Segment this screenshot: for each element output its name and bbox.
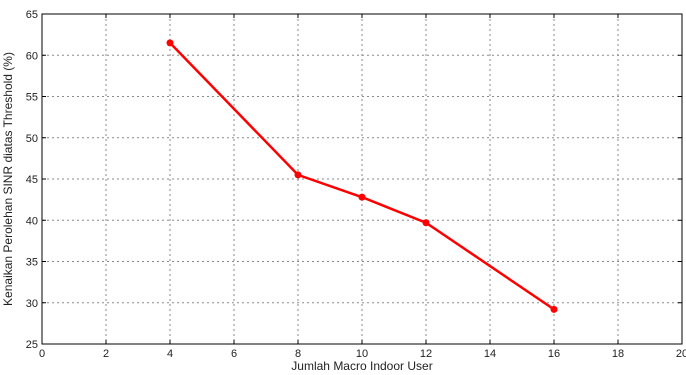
grid-lines	[42, 14, 682, 344]
data-point	[550, 305, 558, 313]
x-tick-label: 6	[231, 348, 237, 360]
x-tick-label: 2	[103, 348, 109, 360]
y-axis-label: Kenaikan Perolehan SINR diatas Threshold…	[1, 52, 15, 306]
x-tick-label: 18	[612, 348, 624, 360]
data-point	[422, 219, 430, 227]
x-tick-label: 16	[548, 348, 560, 360]
y-tick-label: 60	[26, 50, 38, 62]
y-tick-label: 30	[26, 298, 38, 310]
x-tick-label: 10	[356, 348, 368, 360]
data-point	[294, 171, 302, 179]
y-tick-label: 50	[26, 133, 38, 145]
x-tick-label: 8	[295, 348, 301, 360]
y-tick-label: 35	[26, 257, 38, 269]
y-tick-label: 40	[26, 215, 38, 227]
x-tick-label: 12	[420, 348, 432, 360]
data-point	[358, 193, 366, 201]
data-series	[166, 39, 558, 313]
y-tick-label: 65	[26, 9, 38, 21]
axis-ticks: 0 2 4 6 8 10 12 14 16 18 20 25 30 35 40 45 50 55 60 65	[26, 9, 686, 360]
x-tick-label: 14	[484, 348, 496, 360]
x-axis-label: Jumlah Macro Indoor User	[291, 359, 432, 373]
x-tick-label: 4	[167, 348, 173, 360]
x-tick-label: 0	[39, 348, 45, 360]
x-tick-label: 20	[676, 348, 686, 360]
y-tick-label: 25	[26, 339, 38, 351]
data-point	[166, 39, 174, 47]
y-tick-label: 45	[26, 174, 38, 186]
y-tick-label: 55	[26, 92, 38, 104]
